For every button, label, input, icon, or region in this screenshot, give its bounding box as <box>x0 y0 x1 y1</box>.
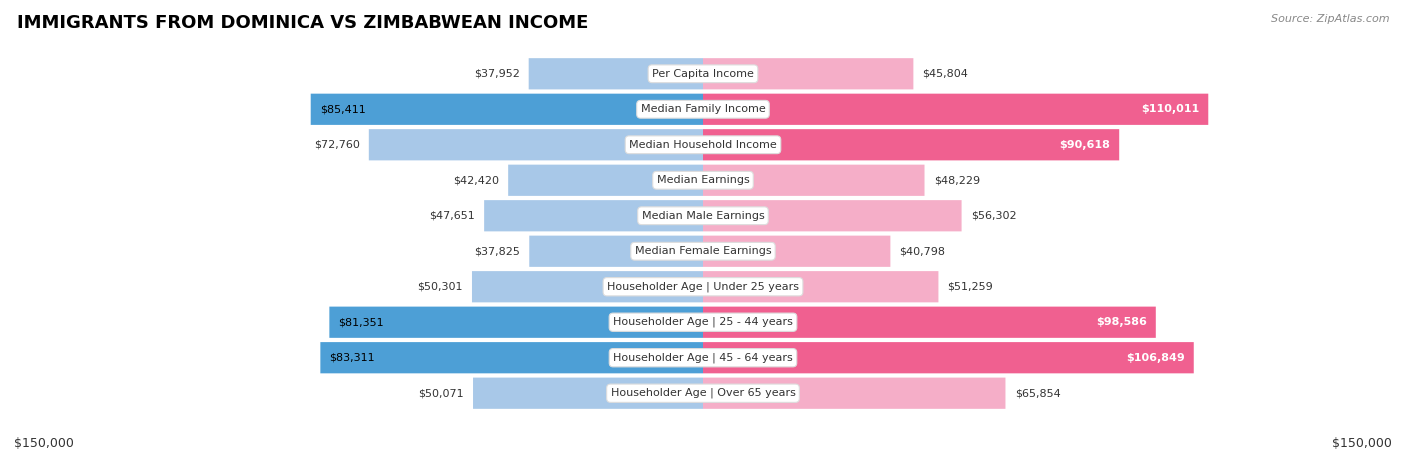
Text: $50,301: $50,301 <box>418 282 463 292</box>
Text: Householder Age | Under 25 years: Householder Age | Under 25 years <box>607 282 799 292</box>
Text: $85,411: $85,411 <box>321 104 366 114</box>
FancyBboxPatch shape <box>703 236 890 267</box>
FancyBboxPatch shape <box>6 0 1400 467</box>
Text: $42,420: $42,420 <box>453 175 499 185</box>
Text: $51,259: $51,259 <box>948 282 994 292</box>
FancyBboxPatch shape <box>703 165 925 196</box>
Text: Median Family Income: Median Family Income <box>641 104 765 114</box>
FancyBboxPatch shape <box>6 0 1400 467</box>
Text: Median Household Income: Median Household Income <box>628 140 778 150</box>
Text: Householder Age | Over 65 years: Householder Age | Over 65 years <box>610 388 796 398</box>
Text: $90,618: $90,618 <box>1059 140 1109 150</box>
Text: Median Female Earnings: Median Female Earnings <box>634 246 772 256</box>
FancyBboxPatch shape <box>368 129 703 160</box>
FancyBboxPatch shape <box>703 94 1208 125</box>
FancyBboxPatch shape <box>703 200 962 231</box>
FancyBboxPatch shape <box>703 271 938 302</box>
Text: $110,011: $110,011 <box>1140 104 1199 114</box>
FancyBboxPatch shape <box>703 342 1194 373</box>
Text: $106,849: $106,849 <box>1126 353 1185 363</box>
Text: Median Male Earnings: Median Male Earnings <box>641 211 765 221</box>
FancyBboxPatch shape <box>6 0 1400 467</box>
FancyBboxPatch shape <box>6 0 1400 467</box>
FancyBboxPatch shape <box>6 0 1400 467</box>
FancyBboxPatch shape <box>508 165 703 196</box>
Text: $50,071: $50,071 <box>418 388 464 398</box>
Text: $37,952: $37,952 <box>474 69 519 79</box>
Text: IMMIGRANTS FROM DOMINICA VS ZIMBABWEAN INCOME: IMMIGRANTS FROM DOMINICA VS ZIMBABWEAN I… <box>17 14 588 32</box>
Text: $48,229: $48,229 <box>934 175 980 185</box>
Text: $72,760: $72,760 <box>314 140 360 150</box>
Text: $98,586: $98,586 <box>1095 317 1147 327</box>
FancyBboxPatch shape <box>703 378 1005 409</box>
Text: Per Capita Income: Per Capita Income <box>652 69 754 79</box>
FancyBboxPatch shape <box>329 307 703 338</box>
Text: $81,351: $81,351 <box>339 317 384 327</box>
FancyBboxPatch shape <box>6 0 1400 467</box>
Text: $37,825: $37,825 <box>474 246 520 256</box>
Text: Householder Age | 45 - 64 years: Householder Age | 45 - 64 years <box>613 353 793 363</box>
FancyBboxPatch shape <box>484 200 703 231</box>
Text: $45,804: $45,804 <box>922 69 969 79</box>
Text: $150,000: $150,000 <box>1331 437 1392 450</box>
Text: Householder Age | 25 - 44 years: Householder Age | 25 - 44 years <box>613 317 793 327</box>
Text: Source: ZipAtlas.com: Source: ZipAtlas.com <box>1271 14 1389 24</box>
FancyBboxPatch shape <box>6 0 1400 467</box>
FancyBboxPatch shape <box>472 271 703 302</box>
FancyBboxPatch shape <box>6 0 1400 467</box>
Text: $65,854: $65,854 <box>1015 388 1060 398</box>
FancyBboxPatch shape <box>529 236 703 267</box>
FancyBboxPatch shape <box>703 307 1156 338</box>
FancyBboxPatch shape <box>6 0 1400 467</box>
FancyBboxPatch shape <box>703 129 1119 160</box>
Text: Median Earnings: Median Earnings <box>657 175 749 185</box>
FancyBboxPatch shape <box>703 58 914 89</box>
FancyBboxPatch shape <box>472 378 703 409</box>
Text: $56,302: $56,302 <box>970 211 1017 221</box>
FancyBboxPatch shape <box>6 0 1400 467</box>
Text: $150,000: $150,000 <box>14 437 75 450</box>
FancyBboxPatch shape <box>321 342 703 373</box>
FancyBboxPatch shape <box>529 58 703 89</box>
Text: $40,798: $40,798 <box>900 246 946 256</box>
Text: $47,651: $47,651 <box>429 211 475 221</box>
FancyBboxPatch shape <box>311 94 703 125</box>
Text: $83,311: $83,311 <box>329 353 375 363</box>
